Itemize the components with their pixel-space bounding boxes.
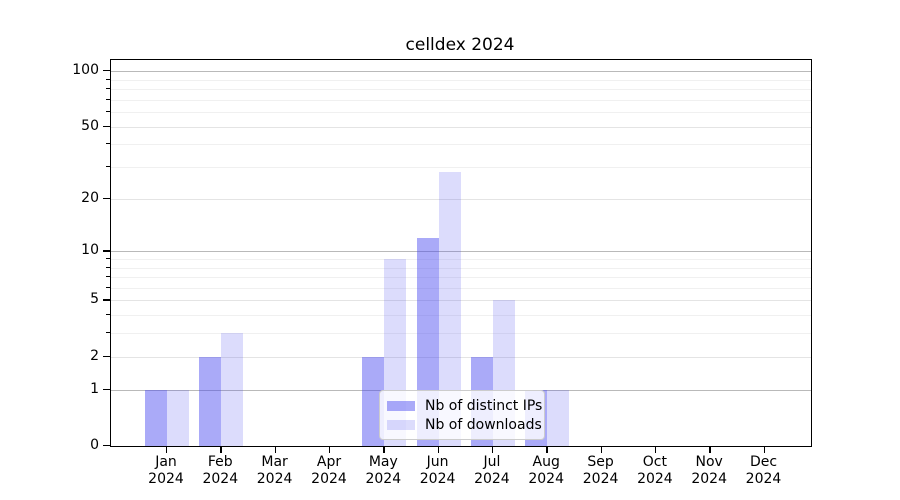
- y-minor-tick-mark-6: [106, 286, 110, 288]
- x-tick-label-jan: Jan 2024: [148, 454, 184, 487]
- legend-label-distinct-ips: Nb of distinct IPs: [425, 397, 543, 414]
- y-tick-mark-50: [103, 125, 110, 127]
- gridline-40: [111, 144, 811, 146]
- bar-jan-distinct-ips: [145, 389, 167, 446]
- y-minor-tick-mark-3: [106, 332, 110, 334]
- y-tick-mark-10: [103, 250, 110, 252]
- y-minor-tick-mark-9: [106, 257, 110, 259]
- bar-jun-downloads: [438, 172, 461, 446]
- y-minor-tick-mark-70: [106, 98, 110, 100]
- gridline-7: [111, 277, 811, 278]
- x-tick-mark-jun: [437, 447, 439, 453]
- legend-swatch-downloads: [387, 419, 415, 430]
- legend: Nb of distinct IPs Nb of downloads: [379, 390, 545, 440]
- gridline-8: [111, 267, 811, 269]
- bar-may-distinct-ips: [362, 356, 385, 446]
- y-minor-tick-mark-4: [106, 314, 110, 316]
- y-tick-label-1: 1: [90, 380, 99, 397]
- y-tick-mark-0: [103, 445, 110, 447]
- gridline-4: [111, 315, 811, 317]
- legend-swatch-distinct-ips: [387, 400, 415, 411]
- gridline-70: [111, 99, 811, 101]
- gridline-60: [111, 112, 811, 113]
- x-tick-label-dec: Dec 2024: [745, 454, 782, 487]
- chart-title: celldex 2024: [405, 35, 515, 55]
- gridline-2: [111, 356, 811, 358]
- x-tick-label-jul: Jul 2024: [474, 454, 510, 487]
- x-tick-mark-nov: [709, 447, 711, 453]
- y-minor-tick-mark-7: [106, 276, 110, 277]
- y-tick-mark-2: [103, 355, 110, 358]
- x-tick-mark-may: [383, 447, 385, 453]
- y-tick-label-100: 100: [72, 62, 99, 78]
- y-minor-tick-mark-60: [106, 111, 110, 112]
- gridline-5: [111, 300, 811, 302]
- y-minor-tick-mark-30: [106, 166, 110, 167]
- x-tick-label-sep: Sep 2024: [582, 454, 619, 487]
- bar-feb-downloads: [221, 333, 244, 446]
- y-tick-mark-100: [103, 70, 110, 72]
- y-minor-tick-mark-8: [106, 266, 110, 268]
- x-tick-mark-aug: [546, 447, 548, 453]
- x-tick-mark-sep: [600, 447, 602, 453]
- x-tick-label-jun: Jun 2024: [419, 454, 456, 487]
- y-tick-label-2: 2: [90, 347, 99, 364]
- x-tick-mark-jul: [491, 447, 494, 453]
- x-tick-mark-feb: [220, 447, 222, 453]
- x-tick-mark-oct: [654, 447, 657, 453]
- gridline-20: [111, 198, 811, 200]
- bar-aug-downloads: [547, 389, 570, 446]
- y-tick-mark-1: [103, 388, 110, 391]
- gridline-30: [111, 167, 811, 168]
- bar-jan-downloads: [167, 389, 189, 446]
- x-tick-label-aug: Aug 2024: [528, 454, 564, 487]
- x-tick-label-mar: Mar 2024: [256, 454, 293, 487]
- y-tick-label-20: 20: [81, 189, 99, 206]
- legend-entry-downloads: Nb of downloads: [387, 415, 542, 434]
- bar-feb-distinct-ips: [199, 356, 222, 446]
- legend-entry-distinct-ips: Nb of distinct IPs: [387, 396, 542, 415]
- y-minor-tick-mark-90: [106, 78, 110, 80]
- gridline-9: [111, 258, 811, 260]
- y-tick-label-50: 50: [81, 117, 99, 134]
- y-tick-label-5: 5: [90, 291, 99, 308]
- x-tick-label-apr: Apr 2024: [311, 454, 347, 487]
- x-tick-label-feb: Feb 2024: [202, 454, 239, 487]
- gridline-3: [111, 333, 811, 335]
- x-tick-mark-mar: [274, 447, 276, 453]
- y-tick-mark-20: [103, 197, 110, 199]
- gridline-50: [111, 126, 811, 128]
- gridline-90: [111, 79, 811, 81]
- y-minor-tick-mark-40: [106, 143, 110, 145]
- x-tick-label-may: May 2024: [365, 454, 402, 487]
- gridline-10: [111, 251, 811, 253]
- y-tick-label-0: 0: [90, 437, 99, 453]
- gridline-100: [111, 71, 811, 72]
- x-tick-mark-apr: [329, 447, 331, 453]
- x-tick-mark-dec: [763, 447, 765, 453]
- y-tick-mark-5: [103, 299, 110, 301]
- plot-area: Nb of distinct IPs Nb of downloads: [110, 59, 812, 447]
- x-tick-label-oct: Oct 2024: [637, 454, 673, 487]
- gridline-80: [111, 89, 811, 90]
- x-tick-label-nov: Nov 2024: [691, 454, 727, 487]
- y-tick-label-10: 10: [81, 242, 99, 259]
- y-minor-tick-mark-80: [106, 88, 110, 89]
- gridline-6: [111, 287, 811, 289]
- x-tick-mark-jan: [166, 447, 168, 453]
- legend-label-downloads: Nb of downloads: [425, 416, 542, 433]
